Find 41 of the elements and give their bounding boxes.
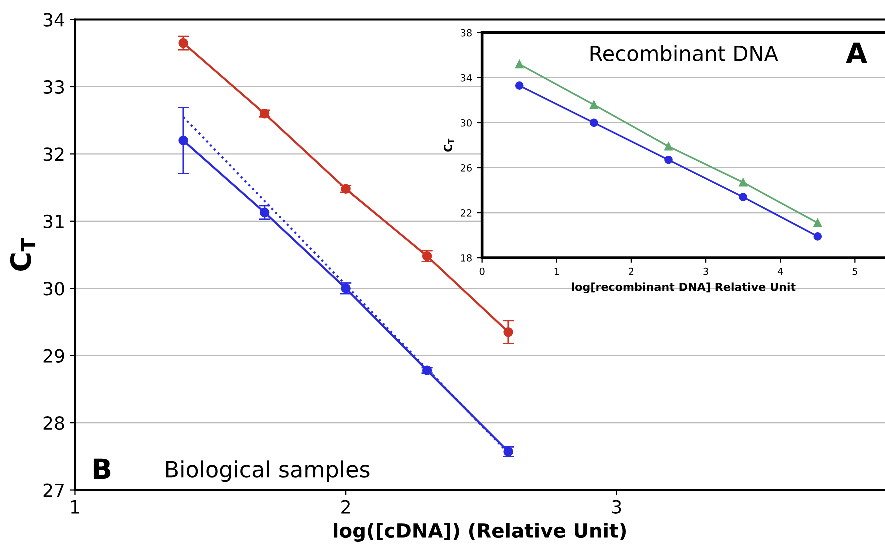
annotation: B [94,458,111,480]
point [739,178,748,187]
y-tick-label: 30 [460,119,472,127]
point [515,60,524,69]
point [814,218,822,228]
y-tick-label: 29 [44,349,64,363]
x-axis-title: log[recombinant DNA] Relative Unit [572,282,796,294]
x-tick-label: 1 [554,268,560,276]
point [664,142,673,151]
x-tick-label: 0 [480,268,485,276]
y-tick-label: 30 [44,282,64,296]
x-axis-title: log([cDNA]) (Relative Unit) [334,523,626,542]
y-tick-label: 18 [461,254,472,262]
point [590,100,598,110]
y-tick-label: 26 [460,164,472,172]
y-tick-label: 34 [44,13,64,27]
x-tick-label: 4 [778,268,784,276]
point [739,193,748,202]
y-tick-label: 28 [44,416,64,430]
annotation: A [846,42,868,64]
y-tick-label: 33 [44,80,64,94]
x-tick-label: 2 [629,268,634,276]
point [664,156,673,164]
y-axis-title: C$_{T}$ [444,138,454,152]
point [590,118,598,128]
x-tick-label: 1 [71,500,80,514]
x-tick-label: 3 [612,500,622,514]
point [515,82,524,90]
y-tick-label: 32 [44,148,64,162]
x-tick-label: 2 [342,500,350,514]
y-tick-label: 22 [460,209,472,217]
y-tick-label: 38 [460,29,472,37]
annotation: Recombinant DNA [590,45,778,62]
y-tick-label: 31 [44,214,64,229]
point [814,232,822,241]
x-tick-label: 5 [852,268,858,276]
annotation: Biological samples [166,460,370,482]
y-tick-label: 27 [44,484,64,498]
x-tick-label: 3 [704,268,708,276]
y-tick-label: 34 [460,74,472,82]
y-axis-title: C$_{T}$ [10,238,36,271]
